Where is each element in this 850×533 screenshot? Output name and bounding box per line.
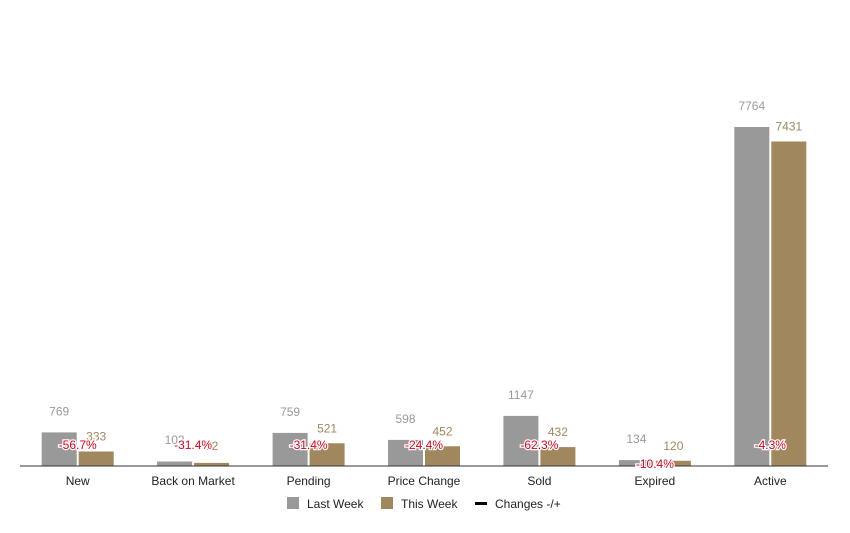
value-label-last-week-new: 769 [49, 404, 69, 418]
bar-this-week-price-change [425, 446, 460, 466]
category-label-active: Active [754, 474, 787, 488]
legend-label-last-week: Last Week [307, 497, 364, 511]
category-label-new: New [66, 474, 90, 488]
change-label-sold: -62.3% [520, 438, 558, 452]
change-label-back-on-market: -31.4% [174, 438, 212, 452]
bar-this-week-expired [655, 460, 691, 466]
category-label-back-on-market: Back on Market [151, 474, 235, 488]
bar-this-week-back-on-market [194, 462, 230, 466]
category-label-price-change: Price Change [388, 474, 461, 488]
legend-swatch-changes [475, 502, 487, 505]
bar-last-week-pending [272, 432, 308, 466]
category-label-sold: Sold [527, 474, 551, 488]
value-label-last-week-expired: 134 [626, 432, 646, 446]
legend-label-changes: Changes -/+ [495, 497, 561, 511]
bar-this-week-sold [540, 447, 576, 466]
legend-swatch-this-week [381, 497, 393, 509]
legend: Last Week This Week Changes -/+ [287, 497, 561, 511]
bar-last-week-new [41, 432, 77, 466]
category-label-expired: Expired [635, 474, 676, 488]
bar-last-week-active [734, 127, 770, 466]
value-label-this-week-new: 333 [86, 430, 106, 444]
change-label-new: -56.7% [59, 438, 97, 452]
bar-last-week-sold [503, 415, 539, 466]
x-axis-tick-labels: New Back on Market Pending Price Change Sold… [66, 474, 787, 488]
bar-this-week-active [771, 141, 807, 466]
value-label-this-week-pending: 521 [317, 421, 337, 435]
category-label-pending: Pending [287, 474, 331, 488]
change-label-active: -4.3% [755, 438, 787, 452]
value-label-this-week-active: 7431 [775, 120, 802, 134]
bar-last-week-back-on-market [157, 461, 193, 466]
change-label-pending: -31.4% [290, 438, 328, 452]
legend-swatch-last-week [287, 497, 299, 509]
value-label-last-week-back-on-market: 102 [165, 433, 185, 447]
bars-layer [41, 127, 807, 466]
change-label-expired: -10.4% [636, 457, 674, 471]
value-label-this-week-price-change: 452 [432, 424, 452, 438]
value-label-last-week-price-change: 598 [395, 412, 415, 426]
value-label-this-week-back-on-market: 72 [205, 439, 219, 453]
legend-label-this-week: This Week [401, 497, 458, 511]
value-label-last-week-pending: 759 [280, 405, 300, 419]
value-label-last-week-active: 7764 [738, 99, 765, 113]
bar-last-week-expired [618, 460, 654, 466]
value-label-this-week-sold: 432 [548, 425, 568, 439]
bar-this-week-pending [309, 443, 345, 466]
bar-this-week-new [78, 451, 114, 466]
value-label-last-week-sold: 1147 [508, 388, 534, 402]
bar-last-week-price-change [388, 439, 423, 466]
value-label-this-week-expired: 120 [663, 439, 683, 453]
change-label-price-change: -24.4% [405, 438, 443, 452]
